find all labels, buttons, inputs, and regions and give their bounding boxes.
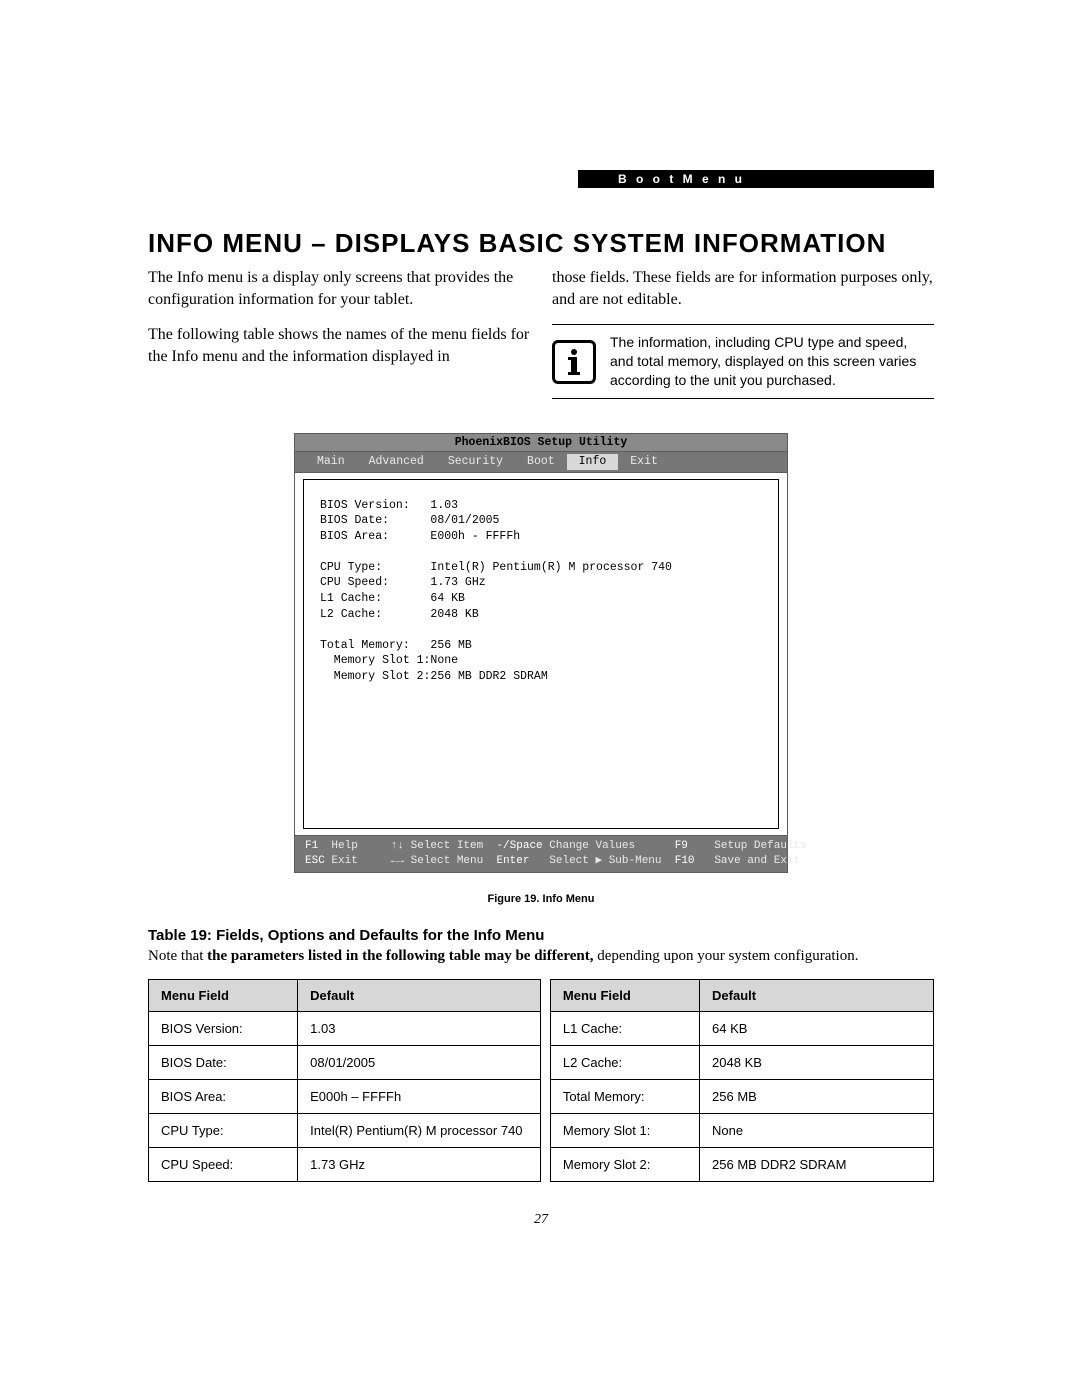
- bios-title-bar: PhoenixBIOS Setup Utility: [294, 433, 788, 452]
- table-cell: 08/01/2005: [298, 1045, 541, 1079]
- table-cell: None: [700, 1113, 934, 1147]
- bios-tab-info: Info: [567, 454, 619, 470]
- table-cell: 256 MB: [700, 1079, 934, 1113]
- table-cell: E000h – FFFFh: [298, 1079, 541, 1113]
- table-row: BIOS Area:E000h – FFFFh Total Memory:256 …: [149, 1079, 934, 1113]
- note-text: The information, including CPU type and …: [610, 333, 934, 390]
- info-icon: [552, 340, 596, 384]
- table-note: Note that the parameters listed in the f…: [148, 948, 934, 965]
- table-cell: CPU Type:: [149, 1113, 298, 1147]
- header-section-label: B o o t M e n u: [618, 170, 745, 188]
- table-row: BIOS Version:1.03 L1 Cache:64 KB: [149, 1011, 934, 1045]
- col-header-default-1: Default: [298, 979, 541, 1011]
- col-header-menu-field-1: Menu Field: [149, 979, 298, 1011]
- table-cell: 256 MB DDR2 SDRAM: [700, 1147, 934, 1181]
- page-header-bar: B o o t M e n u: [148, 170, 934, 188]
- table-note-bold: the parameters listed in the following t…: [207, 948, 593, 964]
- intro-para-2: The following table shows the names of t…: [148, 324, 530, 367]
- table-cell: BIOS Version:: [149, 1011, 298, 1045]
- table-cell: 1.03: [298, 1011, 541, 1045]
- intro-para-1: The Info menu is a display only screens …: [148, 267, 530, 310]
- table-row: BIOS Date:08/01/2005 L2 Cache:2048 KB: [149, 1045, 934, 1079]
- table-cell-gap: [541, 1045, 550, 1079]
- bios-info-panel: BIOS Version: 1.03 BIOS Date: 08/01/2005…: [303, 479, 779, 829]
- bios-body: BIOS Version: 1.03 BIOS Date: 08/01/2005…: [294, 472, 788, 836]
- figure-caption: Figure 19. Info Menu: [148, 893, 934, 905]
- bios-screenshot: PhoenixBIOS Setup Utility MainAdvancedSe…: [294, 433, 788, 873]
- section-heading: INFO MENU – DISPLAYS BASIC SYSTEM INFORM…: [148, 228, 934, 259]
- table-title: Table 19: Fields, Options and Defaults f…: [148, 927, 934, 944]
- page-number: 27: [148, 1212, 934, 1228]
- table-cell-gap: [541, 1079, 550, 1113]
- bios-tab-main: Main: [305, 454, 357, 470]
- table-row: CPU Type:Intel(R) Pentium(R) M processor…: [149, 1113, 934, 1147]
- bios-tab-row: MainAdvancedSecurityBootInfoExit: [294, 451, 788, 472]
- table-cell: Memory Slot 1:: [550, 1113, 699, 1147]
- intro-columns: The Info menu is a display only screens …: [148, 267, 934, 399]
- header-spacer: [148, 170, 578, 188]
- table-cell: L1 Cache:: [550, 1011, 699, 1045]
- table-cell: Total Memory:: [550, 1079, 699, 1113]
- col-header-menu-field-2: Menu Field: [550, 979, 699, 1011]
- bios-help-footer: F1 Help ↑↓ Select Item -/Space Change Va…: [294, 836, 788, 873]
- bios-tab-security: Security: [436, 454, 515, 470]
- note-callout: The information, including CPU type and …: [552, 324, 934, 399]
- intro-col-left: The Info menu is a display only screens …: [148, 267, 530, 399]
- table-cell: Memory Slot 2:: [550, 1147, 699, 1181]
- col-header-default-2: Default: [700, 979, 934, 1011]
- bios-tab-boot: Boot: [515, 454, 567, 470]
- table-row: CPU Speed:1.73 GHz Memory Slot 2:256 MB D…: [149, 1147, 934, 1181]
- table-cell: 1.73 GHz: [298, 1147, 541, 1181]
- table-cell: L2 Cache:: [550, 1045, 699, 1079]
- table-cell: 64 KB: [700, 1011, 934, 1045]
- table-cell: BIOS Date:: [149, 1045, 298, 1079]
- table-note-suffix: depending upon your system configuration…: [594, 948, 859, 964]
- table-header-row: Menu Field Default Menu Field Default: [149, 979, 934, 1011]
- table-cell-gap: [541, 1113, 550, 1147]
- intro-col-right: those fields. These fields are for infor…: [552, 267, 934, 399]
- table-cell: CPU Speed:: [149, 1147, 298, 1181]
- defaults-table: Menu Field Default Menu Field Default BI…: [148, 979, 934, 1182]
- table-cell: BIOS Area:: [149, 1079, 298, 1113]
- bios-tab-advanced: Advanced: [357, 454, 436, 470]
- table-cell: 2048 KB: [700, 1045, 934, 1079]
- bios-tab-exit: Exit: [618, 454, 670, 470]
- table-cell: Intel(R) Pentium(R) M processor 740: [298, 1113, 541, 1147]
- table-col-gap: [541, 979, 550, 1011]
- table-note-prefix: Note that: [148, 948, 207, 964]
- table-cell-gap: [541, 1011, 550, 1045]
- table-cell-gap: [541, 1147, 550, 1181]
- intro-para-3: those fields. These fields are for infor…: [552, 267, 934, 310]
